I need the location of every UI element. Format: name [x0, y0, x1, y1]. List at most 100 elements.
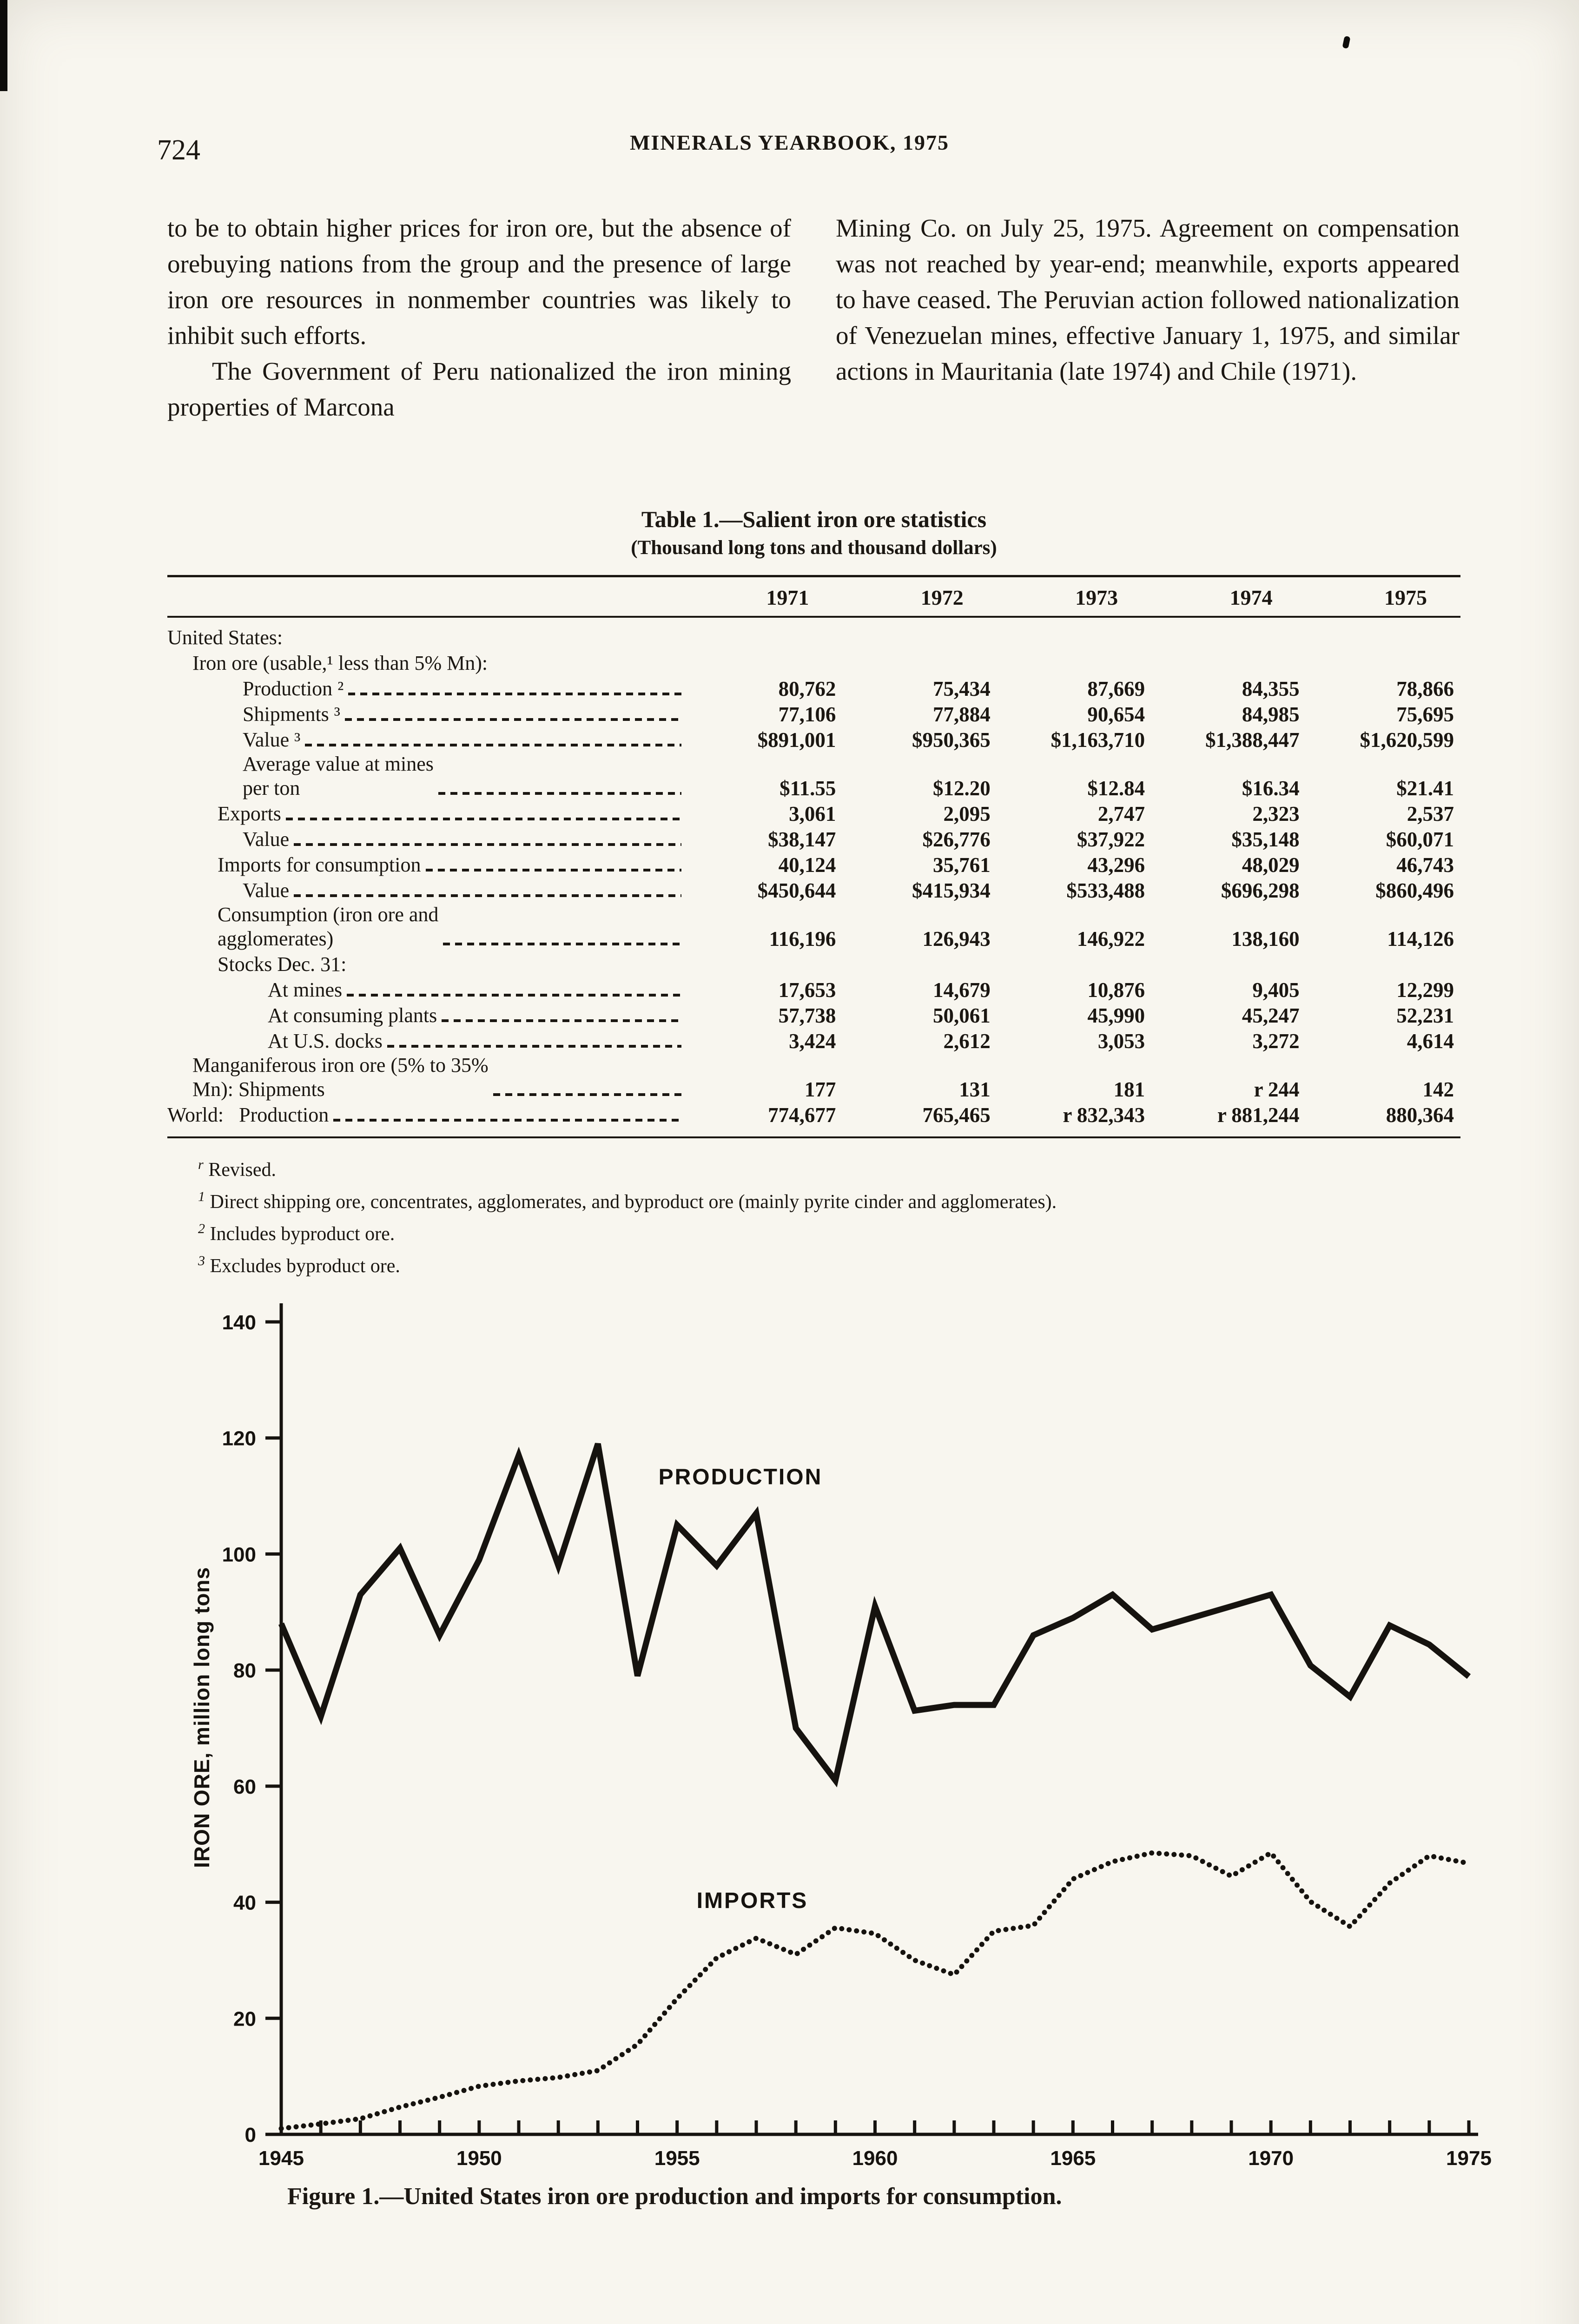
table-row: Exports 3,061 2,095 2,747 2,323 2,537 — [167, 800, 1460, 826]
value-cell: 43,296 — [1087, 853, 1145, 877]
value-cell: $860,496 — [1375, 879, 1454, 902]
x-tick-label: 1955 — [654, 2147, 700, 2170]
row-label: Exports — [218, 802, 281, 825]
value-cell: $12.84 — [1087, 777, 1145, 800]
row-values: 774,677 765,465 r 832,343 r 881,244 880,364 — [688, 1103, 1460, 1127]
body-text: to be to obtain higher prices for iron o… — [167, 210, 1460, 425]
row-label: World: Production — [167, 1103, 329, 1126]
value-cell: 12,299 — [1396, 978, 1454, 1002]
figure-caption: Figure 1.—United States iron ore product… — [287, 2183, 1062, 2210]
value-cell: 87,669 — [1087, 677, 1145, 700]
value-cell: $37,922 — [1077, 828, 1145, 851]
footnote: 3 Excludes byproduct ore. — [198, 1253, 400, 1277]
value-cell: 75,695 — [1396, 703, 1454, 726]
leader-dashes — [294, 843, 681, 846]
table-row: United States: — [167, 624, 1460, 650]
value-cell: 84,355 — [1242, 677, 1300, 700]
value-cell: 45,247 — [1242, 1004, 1300, 1027]
value-cell: 114,126 — [1387, 927, 1454, 951]
value-cell: $450,644 — [757, 879, 836, 902]
table-row: Average value at mines per ton $11.55 $12.… — [167, 752, 1460, 800]
value-cell: 2,747 — [1097, 802, 1145, 825]
row-label: Average value at mines per ton — [243, 753, 434, 799]
row-label: Production ² — [243, 677, 344, 700]
value-cell: 142 — [1422, 1078, 1454, 1101]
row-values: 177 131 181 r 244 142 — [688, 1077, 1460, 1102]
value-cell: 2,095 — [943, 802, 991, 825]
row-label: At mines — [268, 978, 343, 1001]
row-label: Stocks Dec. 31: — [218, 953, 347, 976]
table-row: Shipments ³ 77,106 77,884 90,654 84,985 75,69… — [167, 701, 1460, 726]
value-cell: $891,001 — [757, 728, 836, 752]
value-cell: 75,434 — [933, 677, 991, 700]
value-cell: 14,679 — [933, 978, 991, 1002]
value-cell: 131 — [959, 1078, 991, 1101]
row-label: Value ³ — [243, 728, 301, 751]
value-cell: 80,762 — [778, 677, 836, 700]
year-header: 1973 — [1075, 586, 1118, 609]
footnote-marker: 1 — [198, 1189, 205, 1204]
row-label-cell: Value — [167, 878, 688, 903]
imports-line — [278, 1849, 1472, 2131]
value-cell: 46,743 — [1396, 853, 1454, 877]
table-block: Table 1.—Salient iron ore statistics (Th… — [167, 506, 1460, 1280]
table-row: Iron ore (usable,¹ less than 5% Mn): — [167, 650, 1460, 675]
x-tick-label: 1970 — [1248, 2147, 1294, 2170]
table-row: At consuming plants 57,738 50,061 45,990 45,… — [167, 1002, 1460, 1028]
value-cell: r 832,343 — [1063, 1103, 1145, 1127]
row-label-cell: At consuming plants — [167, 1004, 688, 1028]
iron-ore-chart: 0 20 40 60 80 100 120 140 1945 1950 1955 1960 1965 19… — [190, 1303, 1492, 2170]
scan-artifact — [0, 0, 7, 91]
row-values: 80,762 75,434 87,669 84,355 78,866 — [688, 677, 1460, 701]
value-cell: 146,922 — [1077, 927, 1145, 951]
leader-dashes — [443, 943, 681, 945]
row-label-cell: Value — [167, 827, 688, 852]
row-label-cell: Production ² — [167, 677, 688, 701]
value-cell: $16.34 — [1242, 777, 1300, 800]
value-cell: 40,124 — [778, 853, 836, 877]
year-header: 1975 — [1384, 586, 1427, 609]
leader-dashes — [294, 894, 681, 897]
x-tick-label: 1965 — [1050, 2147, 1096, 2170]
row-label-cell: Consumption (iron ore and agglomerates) — [167, 903, 688, 951]
table-row: Consumption (iron ore and agglomerates) 1… — [167, 903, 1460, 951]
value-cell: 765,465 — [922, 1103, 991, 1127]
year-header: 1972 — [920, 586, 964, 609]
value-cell: 50,061 — [933, 1004, 991, 1027]
row-values: 17,653 14,679 10,876 9,405 12,299 — [688, 978, 1460, 1002]
table-body: United States: Iron ore (usable,¹ less th… — [167, 618, 1460, 1138]
row-label-cell: United States: — [167, 626, 688, 650]
row-values: 77,106 77,884 90,654 84,985 75,695 — [688, 702, 1460, 726]
paragraph: to be to obtain higher prices for iron o… — [167, 214, 791, 350]
value-cell: 78,866 — [1396, 677, 1454, 700]
y-tick-label: 60 — [233, 1776, 256, 1798]
value-cell: 116,196 — [769, 927, 836, 951]
table-year-row: 1971 1972 1973 1974 1975 — [167, 575, 1460, 618]
row-label: At consuming plants — [268, 1004, 437, 1027]
row-values: $450,644 $415,934 $533,488 $696,298 $860,496 — [688, 878, 1460, 903]
value-cell: $38,147 — [768, 828, 836, 851]
paragraph: The Government of Peru nationalized the … — [167, 357, 791, 421]
y-tick-label: 140 — [222, 1311, 256, 1334]
leader-dashes — [387, 1045, 681, 1048]
table-row: Manganiferous iron ore (5% to 35% Mn): S… — [167, 1053, 1460, 1102]
row-label: Manganiferous iron ore (5% to 35% Mn): S… — [192, 1054, 489, 1101]
value-cell: 9,405 — [1252, 978, 1300, 1002]
value-cell: $415,934 — [912, 879, 991, 902]
y-tick-label: 100 — [222, 1543, 256, 1566]
value-cell: $1,163,710 — [1050, 728, 1145, 752]
year-header: 1971 — [766, 586, 809, 609]
value-cell: 2,323 — [1252, 802, 1300, 825]
x-tick-label: 1950 — [456, 2147, 502, 2170]
year-header: 1974 — [1229, 586, 1273, 609]
y-tick-label: 80 — [233, 1659, 256, 1682]
y-tick-label: 20 — [233, 2007, 256, 2030]
row-label: Shipments ³ — [243, 703, 340, 726]
y-tick-label: 0 — [245, 2124, 256, 2146]
row-values: $891,001 $950,365 $1,163,710 $1,388,447 $1,6… — [688, 728, 1460, 752]
value-cell: $26,776 — [922, 828, 991, 851]
value-cell: 48,029 — [1242, 853, 1300, 877]
row-label-cell: Value ³ — [167, 728, 688, 752]
row-values: 3,424 2,612 3,053 3,272 4,614 — [688, 1029, 1460, 1053]
row-values: $38,147 $26,776 $37,922 $35,148 $60,071 — [688, 827, 1460, 852]
